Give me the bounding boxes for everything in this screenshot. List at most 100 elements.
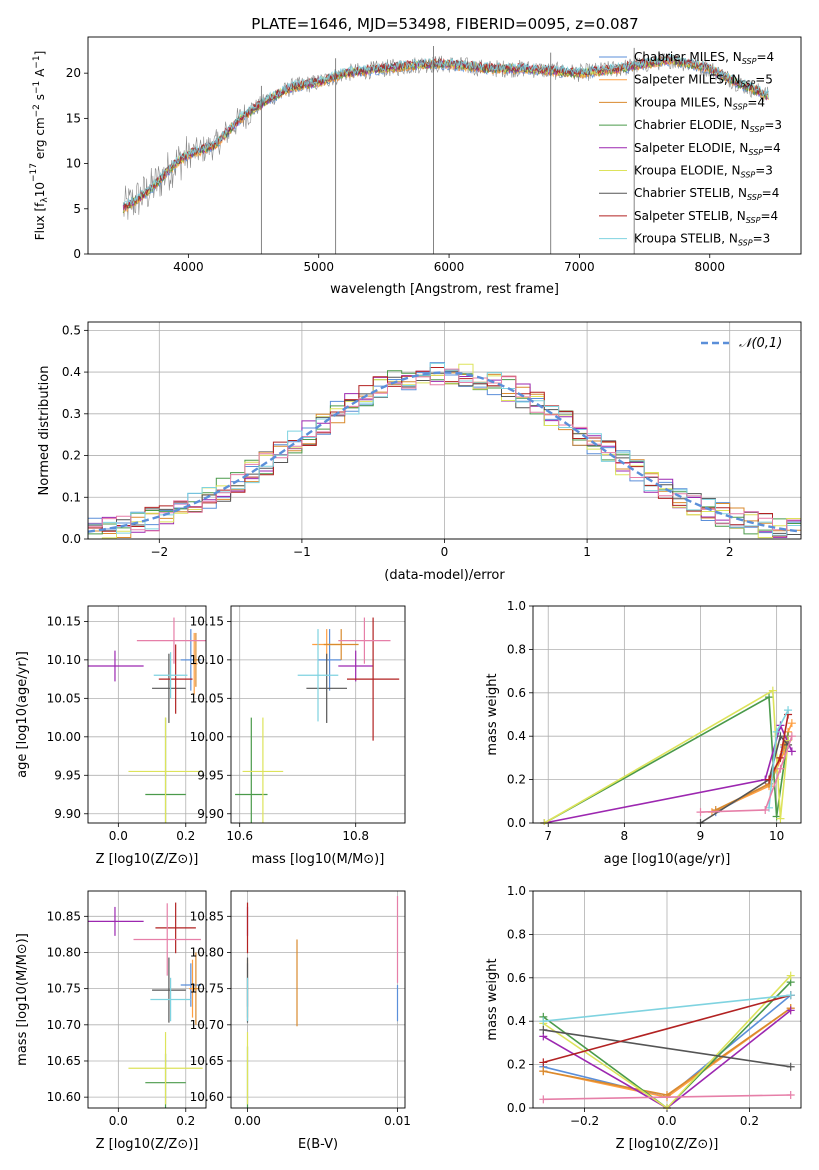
y-tick-label: 0.0	[507, 1101, 526, 1115]
gridlines	[88, 606, 206, 823]
error-bars	[88, 902, 203, 1108]
x-tick-label: 10	[769, 829, 784, 843]
axes-weight-vs-age: 7 8 9 10 0.0 0.2 0.4 0.6 0.8 1.0	[507, 599, 801, 843]
y-tick-label: 10.00	[190, 730, 224, 744]
weight-marker	[761, 805, 770, 814]
y-tick-label: 10	[66, 157, 81, 171]
weight-line	[544, 695, 789, 824]
x-tick-label: 5000	[303, 260, 334, 274]
figure-title: PLATE=1646, MJD=53498, FIBERID=0095, z=0…	[251, 15, 638, 33]
spectrum-lines	[122, 46, 769, 254]
y-tick-label: 0.3	[62, 407, 81, 421]
weight-marker	[765, 693, 774, 702]
weight-line	[543, 1094, 791, 1101]
error-bars	[235, 617, 400, 823]
y-tick-label: 0.4	[507, 1014, 526, 1028]
y-tick-label: 0.2	[62, 449, 81, 463]
weight-marker	[776, 764, 785, 773]
gridlines	[88, 891, 206, 1108]
x-axis-label: mass [log10(M/M⊙)]	[252, 852, 385, 867]
y-tick-label: 20	[66, 66, 81, 80]
x-axis-label: wavelength [Angstrom, rest frame]	[330, 282, 559, 297]
weight-marker	[768, 686, 777, 695]
y-tick-label: 0.2	[507, 773, 526, 787]
y-axis-label: Flux [fλ10−17 erg cm−2 s−1 A−1]	[29, 51, 50, 241]
y-tick-label: 0.6	[507, 971, 526, 985]
legend-label: Kroupa STELIB, NSSP=3	[634, 232, 770, 248]
x-tick-label: −0.2	[570, 1114, 599, 1128]
x-tick-label: 0.00	[234, 1114, 261, 1128]
weight-marker	[786, 1062, 795, 1071]
weight-line	[544, 723, 793, 824]
x-tick-label: 8000	[694, 260, 725, 274]
error-bars	[246, 896, 399, 1108]
y-tick-label: 0.4	[62, 365, 81, 379]
weight-marker	[786, 1006, 795, 1015]
residual-legend: 𝒩(0,1)	[701, 336, 782, 351]
y-tick-label: 10.05	[190, 691, 224, 705]
x-tick-label: 0.2	[740, 1114, 759, 1128]
x-tick-label: 0.01	[384, 1114, 411, 1128]
axes-age-vs-Z: 0.0 0.2 9.90 9.95 10.00 10.05 10.10 10.15	[47, 606, 206, 843]
x-tick-label: 4000	[173, 260, 204, 274]
legend-label: Kroupa ELODIE, NSSP=3	[634, 164, 773, 180]
weight-marker	[772, 727, 781, 736]
y-tick-label: 0.1	[62, 490, 81, 504]
y-tick-label: 10.70	[47, 1018, 81, 1032]
y-tick-label: 10.60	[190, 1090, 224, 1104]
x-tick-label: 0.0	[109, 829, 128, 843]
y-tick-label: 10.85	[47, 909, 81, 923]
legend-label: Chabrier ELODIE, NSSP=3	[634, 118, 782, 134]
y-tick-label: 10.10	[190, 653, 224, 667]
weight-marker	[787, 732, 796, 741]
weight-marker	[784, 706, 793, 715]
weight-marker	[539, 1058, 548, 1067]
y-tick-label: 10.65	[190, 1054, 224, 1068]
y-tick-label: 9.95	[197, 768, 224, 782]
x-tick-label: 0.2	[176, 829, 195, 843]
y-tick-label: 10.75	[47, 982, 81, 996]
legend-label: 𝒩(0,1)	[739, 336, 782, 351]
y-tick-label: 0	[73, 247, 81, 261]
y-tick-label: 10.80	[47, 945, 81, 959]
x-tick-label: 2	[726, 545, 734, 559]
y-axis-label: Normed distribution	[37, 366, 52, 496]
x-tick-label: 10.6	[226, 829, 253, 843]
x-axis-label: (data-model)/error	[384, 568, 505, 583]
y-tick-label: 0.5	[62, 323, 81, 337]
y-tick-label: 9.90	[197, 807, 224, 821]
x-tick-label: −2	[150, 545, 168, 559]
weight-marker	[539, 1095, 548, 1104]
y-tick-label: 1.0	[507, 599, 526, 613]
weight-line	[700, 735, 793, 813]
residual-histogram	[88, 362, 801, 539]
y-tick-label: 1.0	[507, 884, 526, 898]
weight-line	[543, 994, 791, 1064]
x-tick-label: 6000	[434, 260, 465, 274]
y-tick-label: 9.95	[54, 768, 81, 782]
y-tick-label: 10.05	[47, 691, 81, 705]
x-tick-label: 7000	[564, 260, 595, 274]
y-tick-label: 0.8	[507, 642, 526, 656]
y-tick-label: 0.0	[507, 816, 526, 830]
y-tick-label: 10.75	[190, 982, 224, 996]
residual-histogram	[88, 368, 801, 539]
axes-mass-vs-EBV: 0.00 0.01 10.60 10.65 10.70 10.75 10.80 10.85	[190, 891, 411, 1128]
y-axis-label: age [log10(age/yr)]	[15, 651, 30, 778]
weight-marker	[539, 1067, 548, 1076]
y-tick-label: 5	[73, 202, 81, 216]
weight-marker	[776, 814, 785, 823]
y-tick-label: 10.10	[47, 653, 81, 667]
weight-marker	[539, 1017, 548, 1026]
legend-label: Kroupa MILES, NSSP=4	[634, 95, 765, 111]
y-tick-label: 0.0	[62, 532, 81, 546]
y-axis-label: mass weight	[485, 958, 500, 1040]
axes-frame	[87, 36, 802, 255]
x-tick-label: 1	[583, 545, 591, 559]
weight-marker	[787, 747, 796, 756]
axes-frame	[532, 605, 802, 824]
x-tick-label: −1	[293, 545, 311, 559]
y-tick-label: 10.15	[47, 614, 81, 628]
x-tick-label: 0.0	[657, 1114, 676, 1128]
